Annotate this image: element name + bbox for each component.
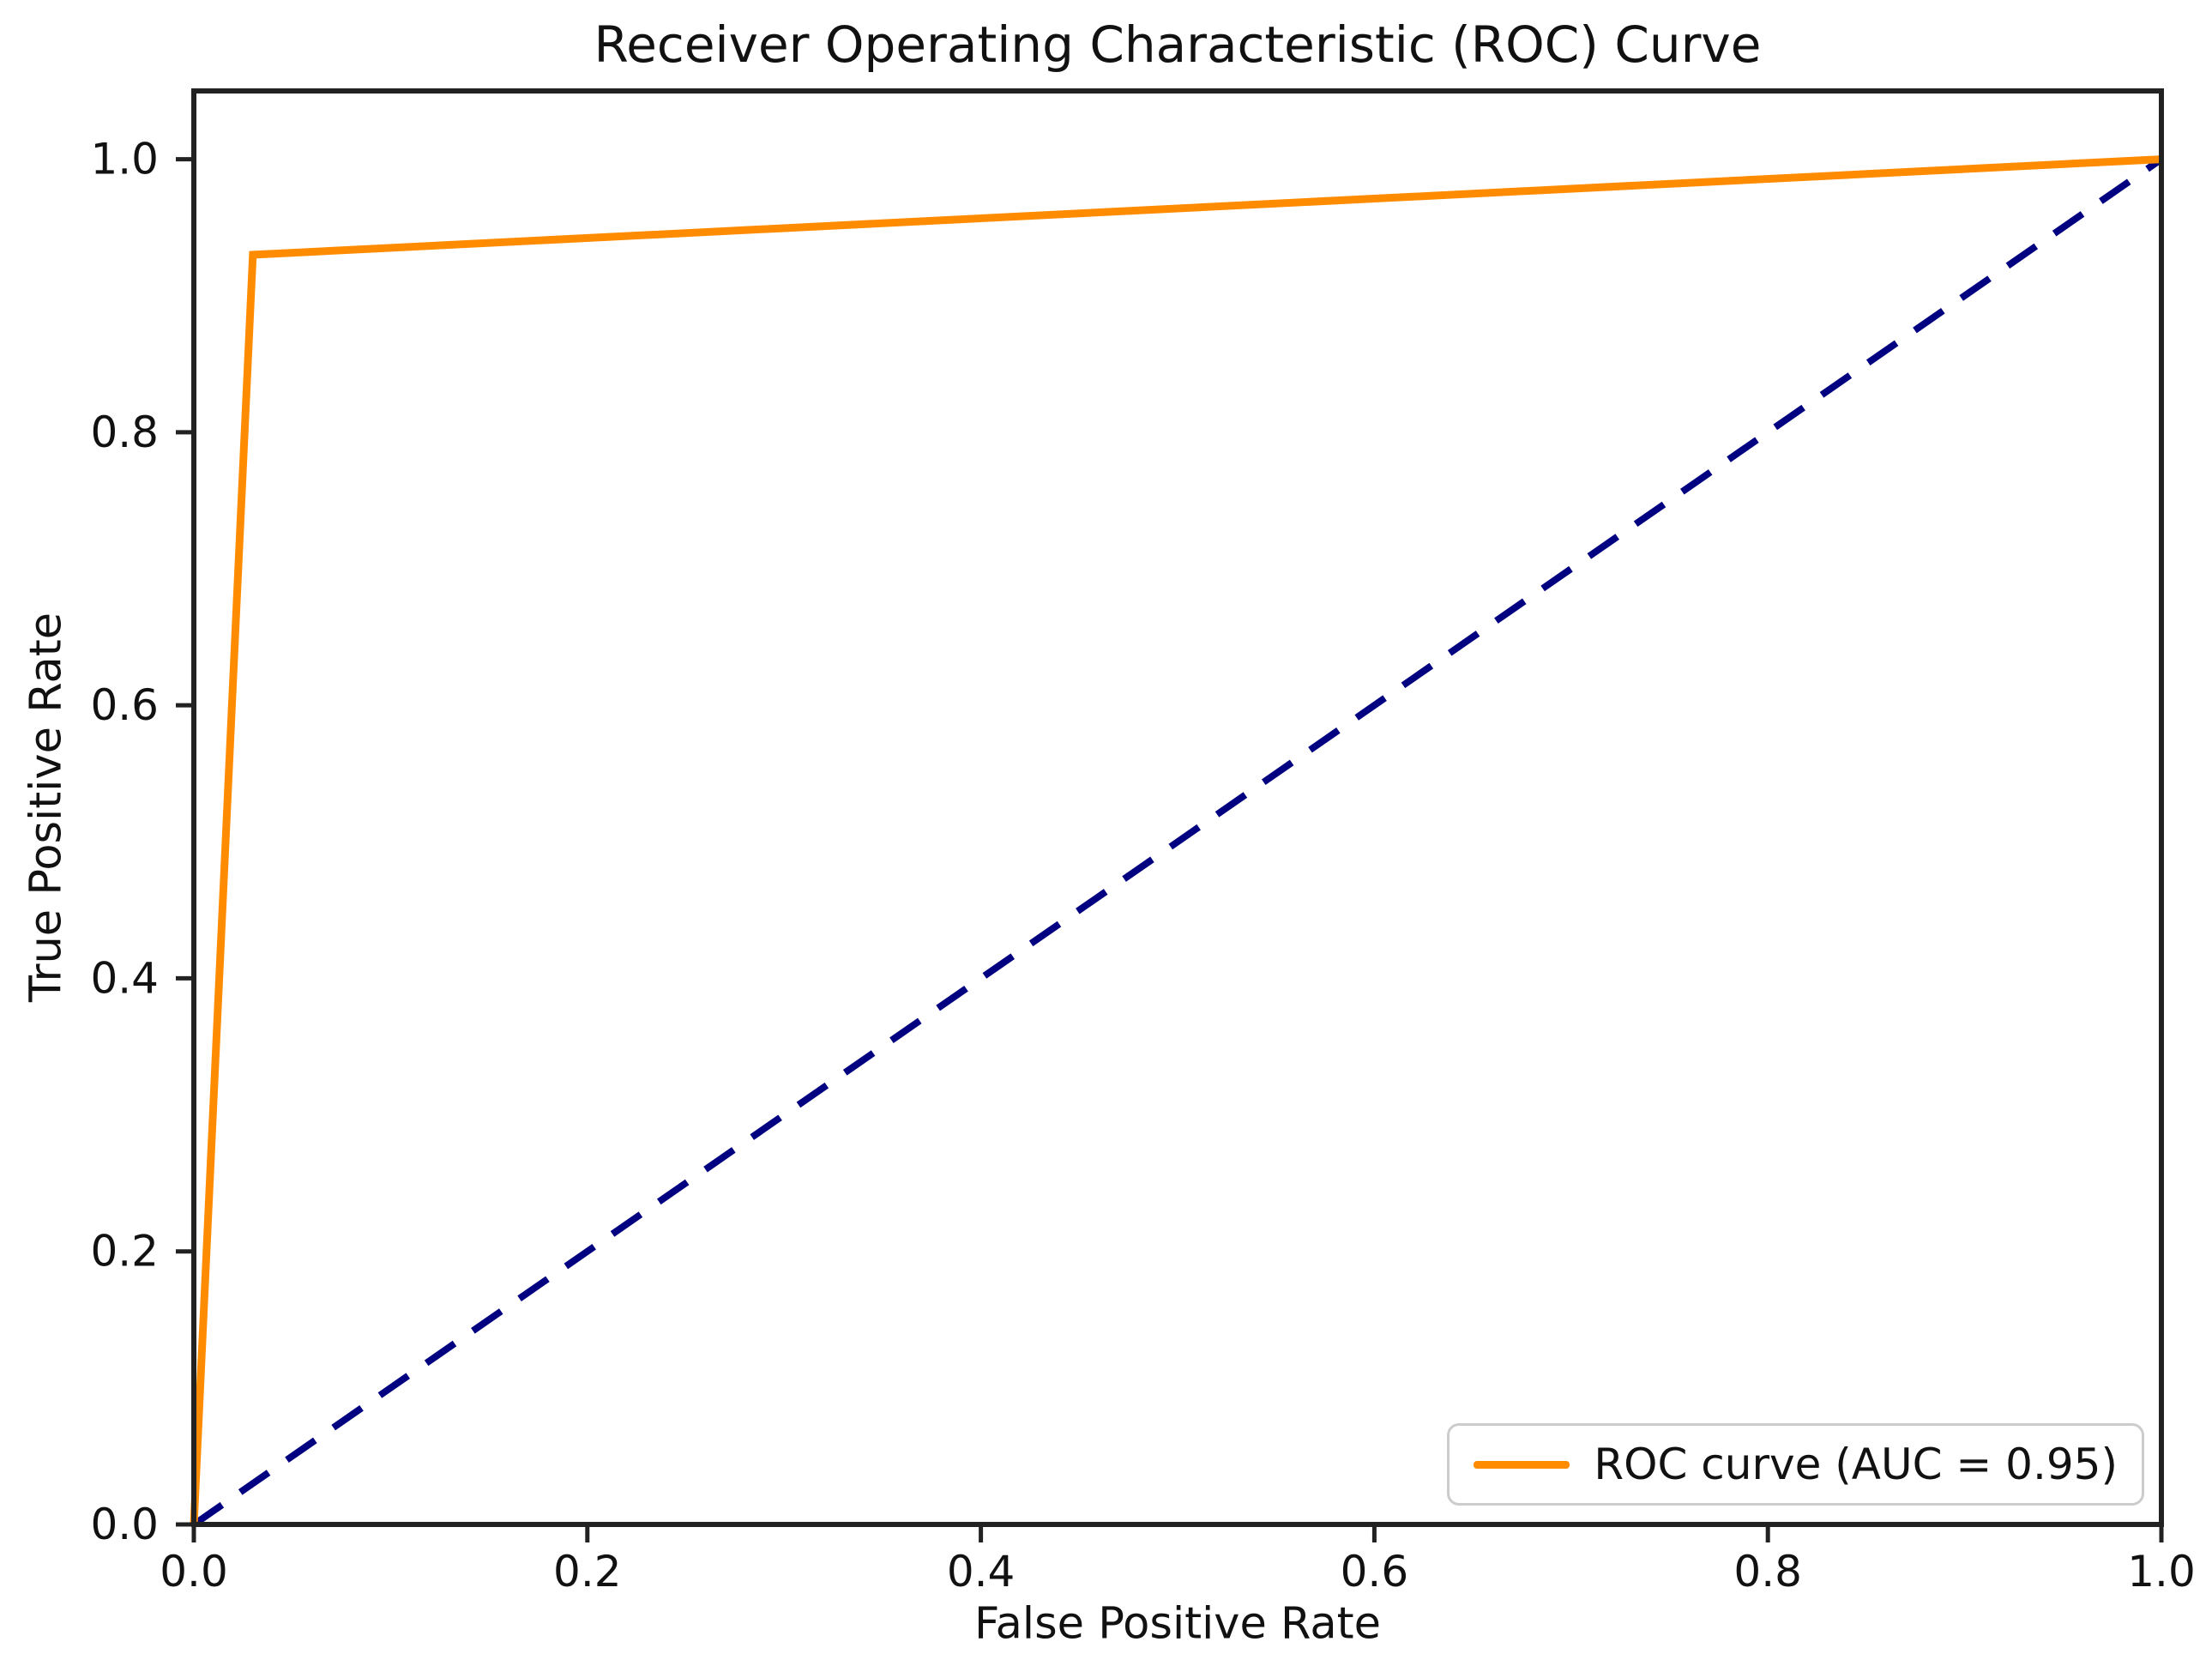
y-tick-label: 1.0 <box>90 135 159 184</box>
y-tick-label: 0.4 <box>90 953 159 1003</box>
roc-curve-legend-swatch <box>1474 1460 1570 1469</box>
x-tick-label: 0.6 <box>1341 1547 1409 1597</box>
y-tick-label: 0.2 <box>90 1227 159 1277</box>
x-tick-label: 0.4 <box>947 1547 1016 1597</box>
roc-curve-line <box>190 155 2162 1525</box>
x-tick-label: 0.0 <box>160 1547 228 1597</box>
y-tick-label: 0.0 <box>90 1500 159 1549</box>
y-tick-label: 0.8 <box>90 407 159 457</box>
x-tick-label: 0.2 <box>553 1547 622 1597</box>
legend-box: ROC curve (AUC = 0.95) <box>1447 1423 2144 1506</box>
chart-title: Receiver Operating Characteristic (ROC) … <box>594 15 1762 74</box>
roc-curve-legend-label: ROC curve (AUC = 0.95) <box>1594 1440 2118 1489</box>
axes-frame <box>191 88 2164 1527</box>
x-tick-label: 1.0 <box>2127 1547 2196 1597</box>
y-tick-label: 0.6 <box>90 680 159 730</box>
y-axis-label: True Positive Rate <box>21 612 72 1003</box>
chance-diagonal-line <box>191 156 2164 1528</box>
x-axis-label: False Positive Rate <box>974 1598 1381 1650</box>
x-tick-label: 0.8 <box>1733 1547 1802 1597</box>
